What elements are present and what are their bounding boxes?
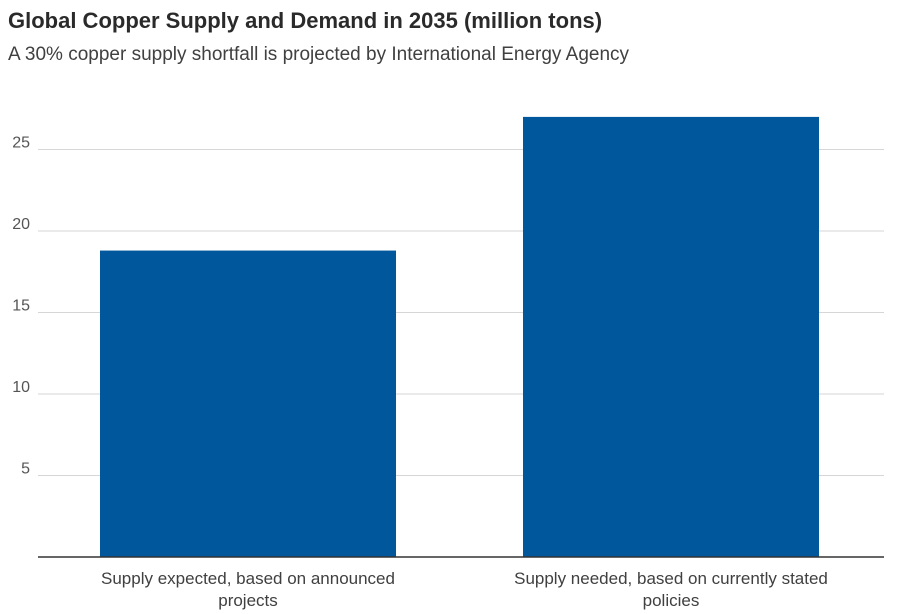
bar xyxy=(523,116,819,558)
y-tick-label: 15 xyxy=(12,298,30,315)
y-tick-label: 20 xyxy=(12,216,30,233)
x-category-label-line: Supply expected, based on announced xyxy=(101,569,395,588)
y-tick-label: 5 xyxy=(21,461,30,478)
x-category-label-line: policies xyxy=(643,591,700,610)
bar xyxy=(100,250,396,557)
y-tick-label: 25 xyxy=(12,135,30,152)
y-axis-ticks: 5 10 15 20 25 xyxy=(12,135,30,478)
chart-title: Global Copper Supply and Demand in 2035 … xyxy=(8,8,603,33)
x-category-label-line: projects xyxy=(218,591,278,610)
x-category-label: Supply needed, based on currently stated… xyxy=(514,569,828,610)
x-axis-labels: Supply expected, based on announced proje… xyxy=(101,569,828,610)
x-category-label: Supply expected, based on announced proje… xyxy=(101,569,395,610)
bars xyxy=(100,116,819,558)
y-tick-label: 10 xyxy=(12,379,30,396)
x-category-label-line: Supply needed, based on currently stated xyxy=(514,569,828,588)
chart-subtitle: A 30% copper supply shortfall is project… xyxy=(8,44,630,65)
